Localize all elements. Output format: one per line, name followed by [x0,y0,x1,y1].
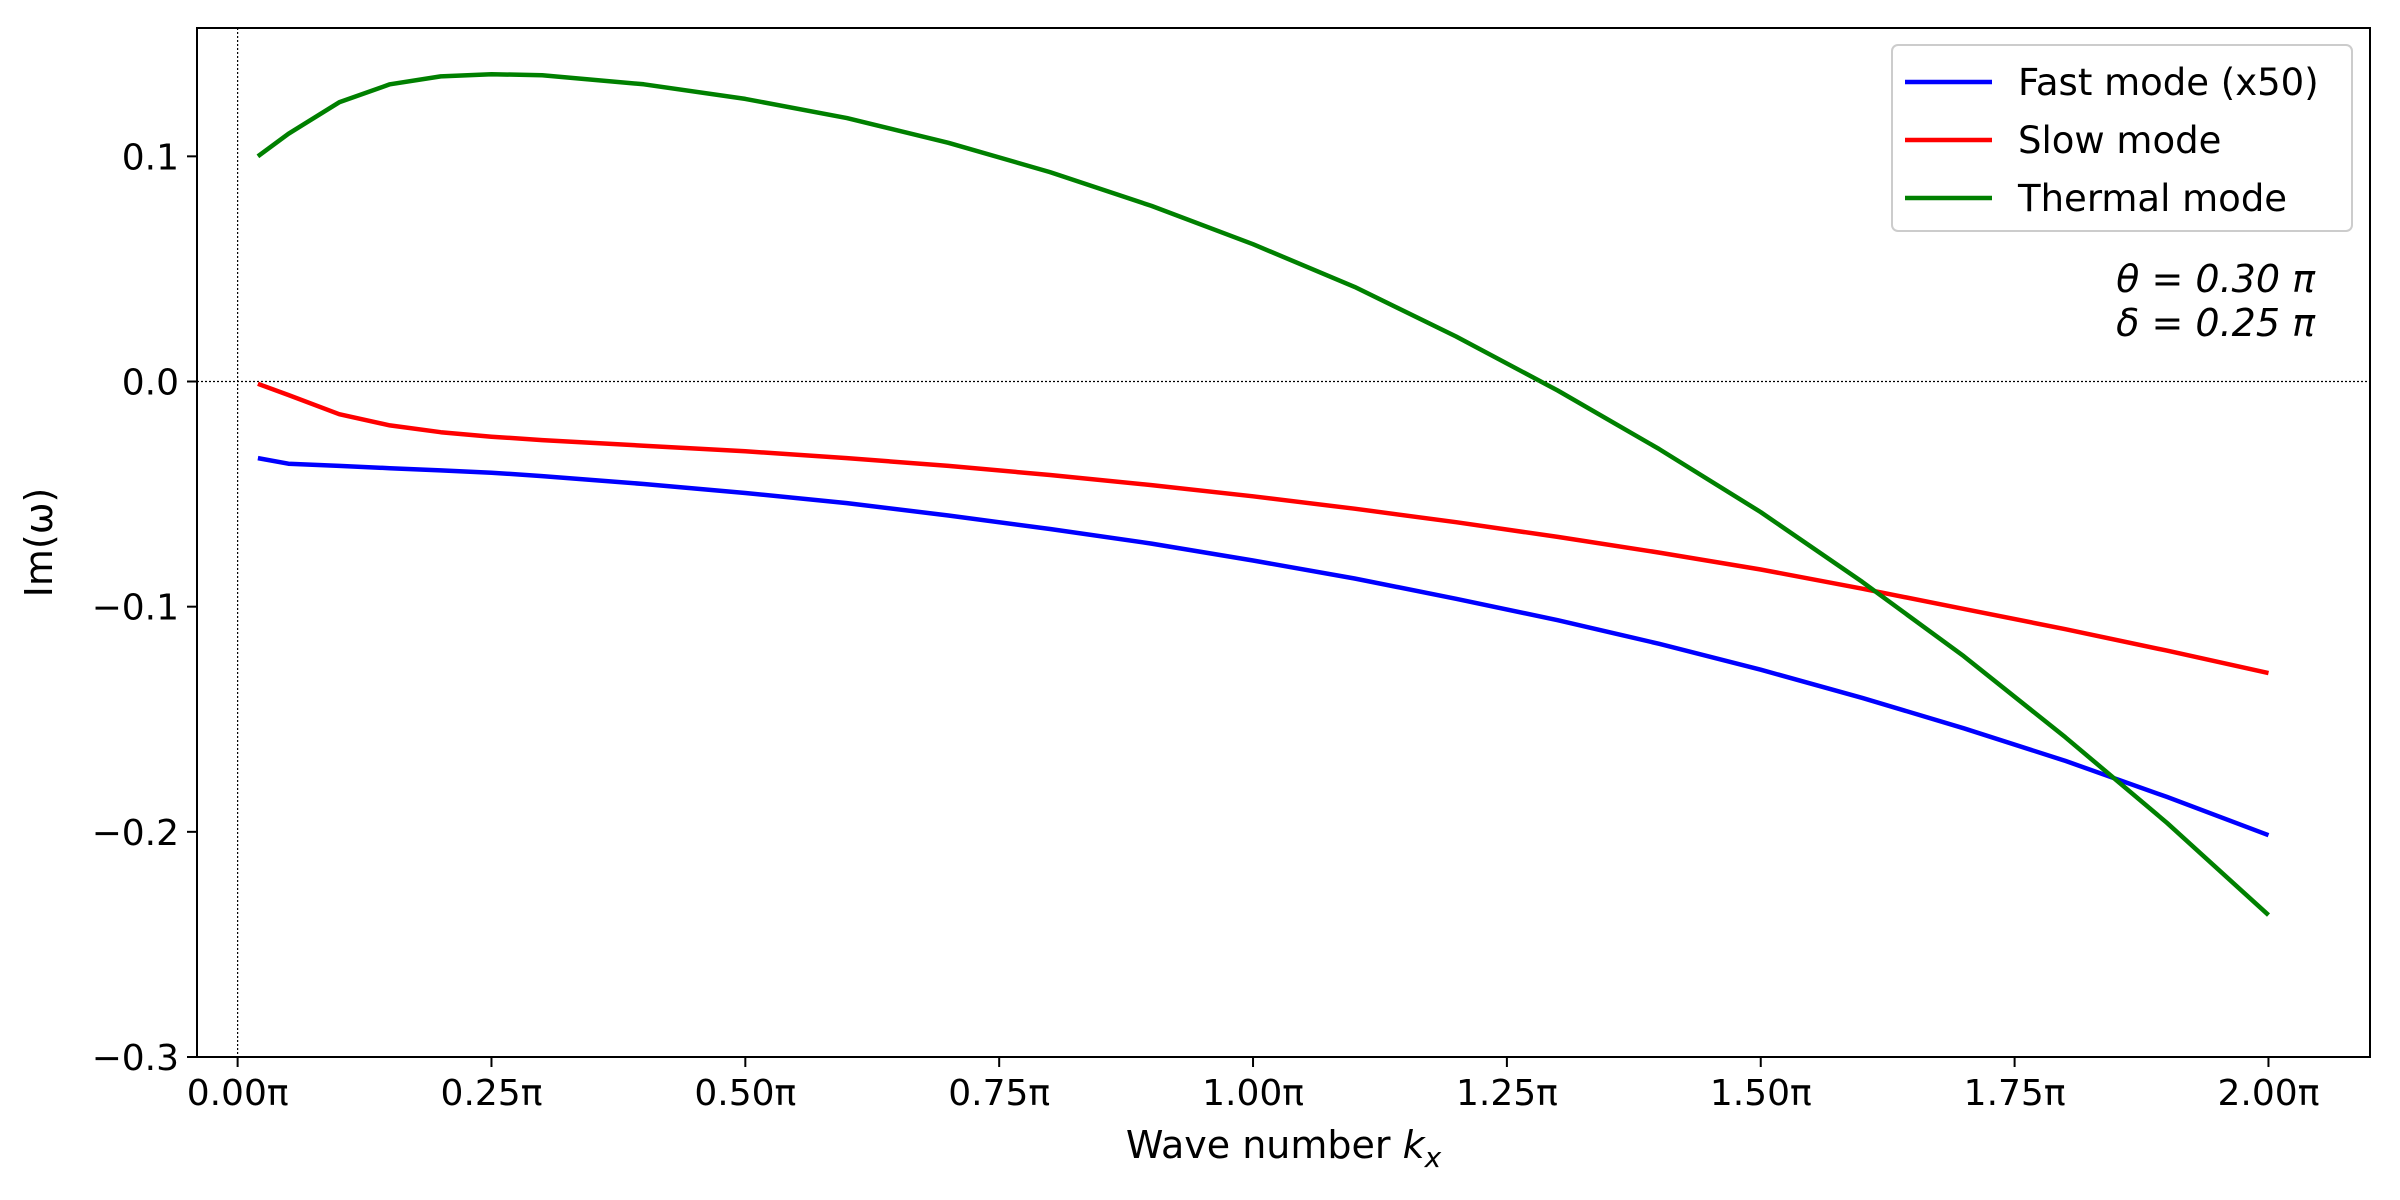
y-tick-label: −0.3 [92,1038,179,1079]
x-tick-label: 1.50π [1710,1073,1812,1114]
x-tick-label: 0.25π [441,1073,543,1114]
parameter-annotation: θ = 0.30 π δ = 0.25 π [2116,257,2316,345]
legend-label-slow: Slow mode [2018,119,2221,162]
x-axis-label-variable: k [1403,1123,1427,1167]
x-tick-label: 0.00π [187,1073,289,1114]
series-line-fast [257,455,2270,838]
reference-lines [197,28,2370,1057]
series-line-thermal [256,71,2271,917]
x-tick-label: 2.00π [2218,1073,2320,1114]
x-tick-label: 0.50π [694,1073,796,1114]
x-tick-label: 1.25π [1456,1073,1558,1114]
x-axis-label-subscript: x [1424,1141,1442,1174]
legend-label-thermal: Thermal mode [2017,177,2287,220]
x-axis: 0.00π 0.25π 0.50π 0.75π 1.00π 1.25π 1.50π 1.75π… [187,1057,2320,1114]
legend-box [1891,44,2353,232]
x-tick-label: 0.75π [948,1073,1050,1114]
x-axis-label-main: Wave number [1126,1123,1403,1167]
y-tick-label: 0.1 [122,137,179,178]
y-tick-label: 0.0 [122,363,179,404]
annotation-delta: δ = 0.25 π [2116,301,2316,345]
y-axis: −0.3 −0.2 −0.1 0.0 0.1 [92,137,197,1079]
y-tick-label: −0.2 [92,813,179,854]
y-axis-label: Im(ω) [17,488,61,598]
x-tick-label: 1.00π [1202,1073,1304,1114]
y-tick-label: −0.1 [92,588,179,629]
annotation-theta: θ = 0.30 π [2116,257,2316,301]
x-tick-label: 1.75π [1964,1073,2066,1114]
series-layer [256,71,2271,917]
x-axis-label: Wave number kx [1126,1123,1442,1174]
legend: Fast mode (x50) Slow mode Thermal mode [1891,44,2353,232]
plot-frame [196,27,2371,1058]
legend-label-fast: Fast mode (x50) [2018,61,2319,104]
